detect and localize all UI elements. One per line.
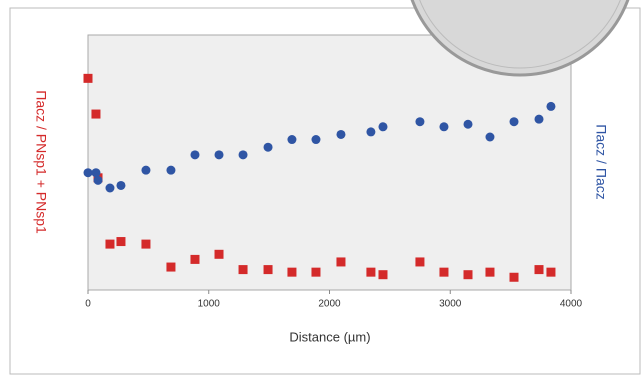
data-point: [535, 115, 544, 124]
data-point: [84, 168, 93, 177]
data-point: [105, 240, 114, 249]
data-point: [141, 166, 150, 175]
data-point: [485, 133, 494, 142]
x-tick-label: 3000: [439, 299, 462, 310]
x-tick-label: 2000: [318, 299, 341, 310]
data-point: [439, 122, 448, 131]
data-point: [485, 268, 494, 277]
data-point: [94, 176, 103, 185]
data-point: [239, 150, 248, 159]
data-point: [378, 122, 387, 131]
y2-axis-label: Πacz / Πacz: [593, 124, 609, 199]
data-point: [415, 117, 424, 126]
chart: Distance (µm) Πacz / PNsp1 + PNsp1 Πacz …: [0, 0, 641, 376]
data-point: [535, 265, 544, 274]
x-tick-label: 0: [85, 299, 91, 310]
data-point: [366, 127, 375, 136]
data-point: [264, 265, 273, 274]
data-point: [464, 120, 473, 129]
data-point: [166, 166, 175, 175]
data-point: [510, 117, 519, 126]
data-point: [311, 135, 320, 144]
data-point: [239, 265, 248, 274]
page: {"chart_data": {"type": "scatter", "x_la…: [0, 0, 641, 376]
x-tick-label: 1000: [198, 299, 221, 310]
data-point: [190, 255, 199, 264]
data-point: [91, 110, 100, 119]
data-point: [116, 237, 125, 246]
data-point: [510, 273, 519, 282]
data-point: [215, 250, 224, 259]
data-point: [546, 268, 555, 277]
data-point: [415, 257, 424, 266]
data-point: [378, 270, 387, 279]
data-point: [439, 268, 448, 277]
data-point: [141, 240, 150, 249]
data-point: [215, 150, 224, 159]
x-axis-label: Distance (µm): [289, 329, 370, 344]
data-point: [116, 181, 125, 190]
data-point: [366, 268, 375, 277]
x-tick-label: 4000: [560, 299, 583, 310]
data-point: [546, 102, 555, 111]
data-point: [190, 150, 199, 159]
data-point: [264, 143, 273, 152]
data-point: [287, 268, 296, 277]
data-point: [311, 268, 320, 277]
data-point: [464, 270, 473, 279]
data-point: [91, 168, 100, 177]
data-point: [84, 74, 93, 83]
data-point: [166, 263, 175, 272]
data-point: [336, 130, 345, 139]
data-point: [287, 135, 296, 144]
data-point: [336, 257, 345, 266]
data-point: [105, 184, 114, 193]
y-axis-label: Πacz / PNsp1 + PNsp1: [33, 90, 49, 234]
